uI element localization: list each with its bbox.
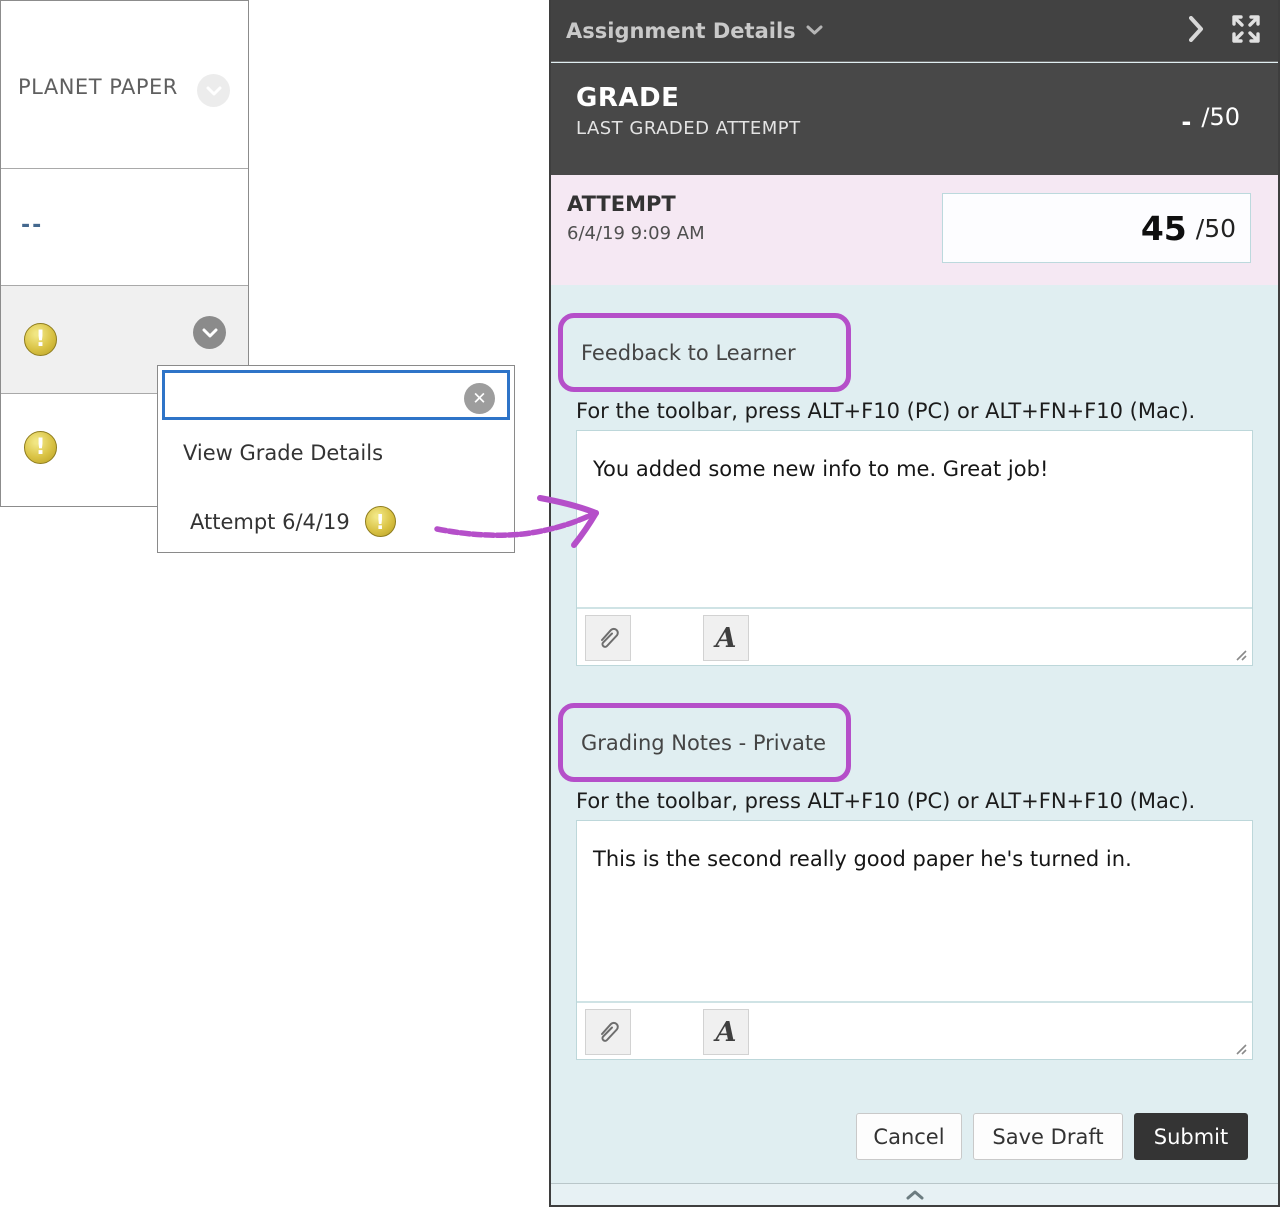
- menu-search-input[interactable]: ✕: [162, 370, 510, 420]
- feedback-label: Feedback to Learner: [581, 340, 796, 365]
- warning-icon: !: [24, 323, 57, 356]
- attempt-section: ATTEMPT 6/4/19 9:09 AM 45 /50: [551, 175, 1278, 285]
- menu-item-view-grade-details[interactable]: View Grade Details: [183, 441, 383, 465]
- panel-header: Assignment Details: [551, 0, 1278, 62]
- notes-editor: This is the second really good paper he'…: [576, 820, 1253, 1060]
- menu-item-attempt[interactable]: Attempt 6/4/19 !: [190, 506, 396, 537]
- no-grade-value: --: [21, 213, 44, 238]
- text-format-icon[interactable]: A: [703, 1009, 749, 1055]
- notes-label-highlight: Grading Notes - Private: [558, 703, 851, 782]
- cell-context-menu: ✕ View Grade Details Attempt 6/4/19 !: [157, 365, 515, 553]
- paperclip-icon[interactable]: [585, 615, 631, 661]
- feedback-textarea[interactable]: You added some new info to me. Great job…: [593, 457, 1049, 481]
- toolbar-hint: For the toolbar, press ALT+F10 (PC) or A…: [576, 399, 1196, 423]
- attempt-heading: ATTEMPT: [567, 192, 676, 216]
- chevron-right-icon[interactable]: [1189, 16, 1204, 46]
- chevron-down-icon[interactable]: [197, 74, 230, 107]
- close-icon[interactable]: ✕: [464, 383, 495, 414]
- expand-icon[interactable]: [1230, 13, 1262, 49]
- grade-placeholder: -: [1181, 108, 1192, 136]
- action-buttons: Cancel Save Draft Submit: [856, 1113, 1248, 1160]
- resize-handle[interactable]: [1233, 646, 1247, 661]
- save-draft-button[interactable]: Save Draft: [973, 1113, 1123, 1160]
- warning-icon: !: [364, 506, 396, 537]
- feedback-editor: You added some new info to me. Great job…: [576, 430, 1253, 666]
- text-format-icon[interactable]: A: [703, 615, 749, 661]
- attempt-score-value: 45: [1140, 208, 1187, 248]
- paperclip-icon[interactable]: [585, 1009, 631, 1055]
- overall-grade-value: -/50: [1181, 103, 1240, 136]
- attempt-timestamp: 6/4/19 9:09 AM: [567, 223, 705, 244]
- chevron-down-icon[interactable]: [193, 316, 226, 349]
- cancel-button[interactable]: Cancel: [856, 1113, 962, 1160]
- last-graded-attempt-label: LAST GRADED ATTEMPT: [576, 118, 801, 139]
- chevron-up-icon[interactable]: [906, 1185, 924, 1204]
- editor-toolbar: A: [577, 607, 1252, 665]
- warning-icon: !: [24, 431, 57, 464]
- attempt-grade-input[interactable]: 45 /50: [942, 193, 1251, 263]
- column-header-cell[interactable]: PLANET PAPER: [1, 1, 248, 169]
- menu-item-label: Attempt 6/4/19: [190, 509, 350, 534]
- toolbar-hint: For the toolbar, press ALT+F10 (PC) or A…: [576, 789, 1196, 813]
- editor-toolbar: A: [577, 1001, 1252, 1059]
- resize-handle[interactable]: [1233, 1040, 1247, 1055]
- chevron-down-icon[interactable]: [806, 25, 823, 36]
- notes-label: Grading Notes - Private: [581, 730, 827, 755]
- notes-textarea[interactable]: This is the second really good paper he'…: [593, 847, 1132, 871]
- column-title: PLANET PAPER: [18, 75, 178, 99]
- grade-cell-needs-grading[interactable]: !: [1, 394, 248, 505]
- feedback-label-highlight: Feedback to Learner: [558, 313, 851, 392]
- grade-summary-section: GRADE LAST GRADED ATTEMPT -/50: [551, 63, 1278, 175]
- panel-footer: [551, 1183, 1278, 1205]
- grade-cell-empty[interactable]: --: [1, 169, 248, 286]
- grade-heading: GRADE: [576, 83, 680, 113]
- submit-button[interactable]: Submit: [1134, 1113, 1248, 1160]
- assignment-details-panel: Assignment Details GRADE LAST GRADED ATT…: [549, 0, 1280, 1207]
- menu-item-label: View Grade Details: [183, 441, 384, 465]
- attempt-denominator: /50: [1195, 213, 1236, 243]
- panel-title[interactable]: Assignment Details: [566, 18, 796, 43]
- grade-denominator: /50: [1201, 103, 1240, 131]
